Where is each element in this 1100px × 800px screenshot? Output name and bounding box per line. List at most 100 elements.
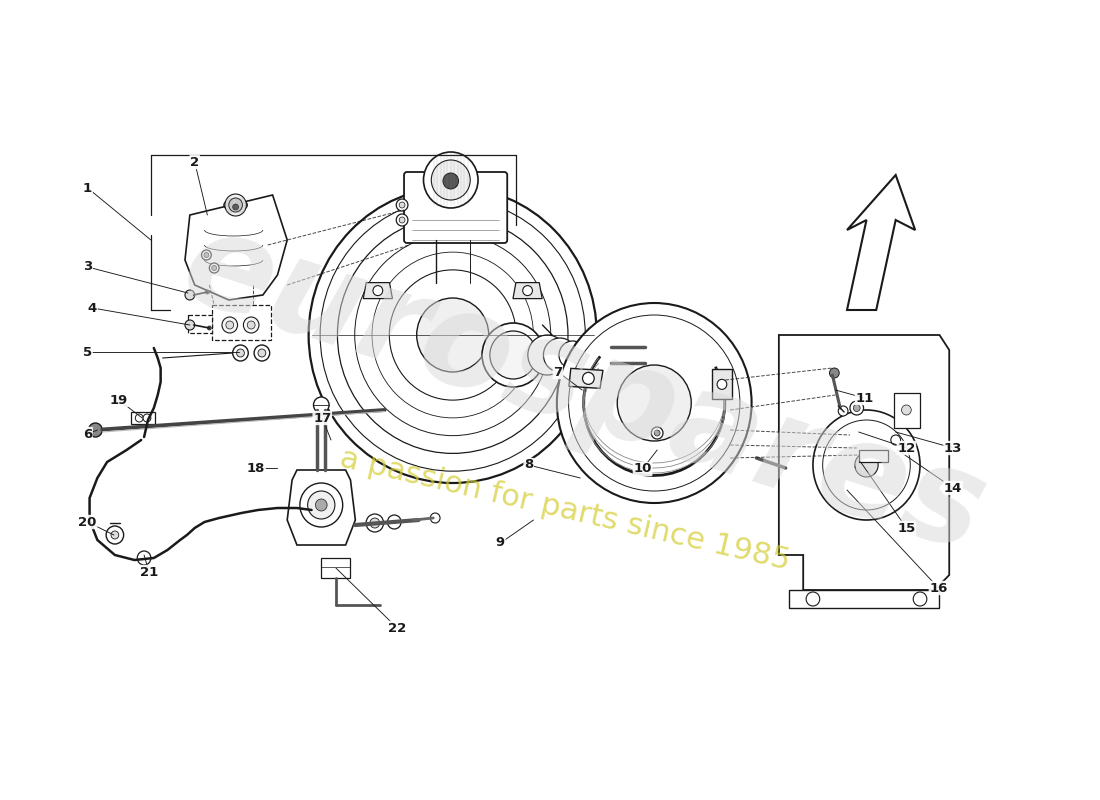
- Circle shape: [854, 405, 860, 411]
- Circle shape: [224, 194, 246, 216]
- Polygon shape: [185, 195, 287, 300]
- Circle shape: [559, 341, 586, 369]
- Circle shape: [396, 199, 408, 211]
- Circle shape: [528, 335, 566, 375]
- Circle shape: [902, 405, 911, 415]
- Circle shape: [185, 290, 195, 300]
- Circle shape: [443, 173, 459, 189]
- Circle shape: [522, 286, 532, 295]
- Circle shape: [490, 331, 537, 379]
- Circle shape: [543, 338, 576, 372]
- Circle shape: [396, 214, 408, 226]
- Circle shape: [254, 345, 270, 361]
- Circle shape: [574, 344, 596, 366]
- FancyBboxPatch shape: [404, 172, 507, 243]
- Circle shape: [233, 345, 249, 361]
- Polygon shape: [847, 175, 915, 310]
- Text: 7: 7: [553, 366, 562, 378]
- Circle shape: [373, 286, 383, 296]
- Circle shape: [913, 592, 927, 606]
- Text: 14: 14: [944, 482, 962, 494]
- Circle shape: [389, 270, 516, 400]
- Text: 20: 20: [78, 515, 97, 529]
- Circle shape: [850, 401, 864, 415]
- Circle shape: [143, 414, 151, 422]
- Text: 11: 11: [856, 391, 873, 405]
- Polygon shape: [321, 558, 351, 578]
- Circle shape: [829, 368, 839, 378]
- Circle shape: [431, 160, 470, 200]
- Circle shape: [212, 266, 217, 270]
- Circle shape: [320, 199, 585, 471]
- Polygon shape: [779, 335, 949, 590]
- Text: 17: 17: [314, 411, 331, 425]
- Polygon shape: [859, 450, 888, 462]
- Circle shape: [338, 217, 568, 454]
- Circle shape: [201, 250, 211, 260]
- Text: 10: 10: [634, 462, 651, 475]
- Circle shape: [430, 513, 440, 523]
- Text: 8: 8: [524, 458, 534, 471]
- Circle shape: [717, 379, 727, 390]
- Polygon shape: [513, 282, 542, 298]
- Bar: [188, 315, 212, 333]
- Polygon shape: [363, 282, 393, 298]
- Circle shape: [248, 321, 255, 329]
- Circle shape: [855, 453, 878, 477]
- Circle shape: [309, 187, 597, 483]
- Circle shape: [138, 551, 151, 565]
- Text: 1: 1: [84, 182, 92, 194]
- Bar: [789, 590, 939, 608]
- Circle shape: [366, 514, 384, 532]
- FancyBboxPatch shape: [212, 305, 271, 340]
- Circle shape: [236, 349, 244, 357]
- Circle shape: [209, 263, 219, 273]
- Circle shape: [372, 252, 534, 418]
- Circle shape: [233, 204, 239, 210]
- Circle shape: [779, 461, 792, 475]
- Circle shape: [258, 349, 266, 357]
- Polygon shape: [287, 470, 355, 545]
- Text: 5: 5: [84, 346, 92, 358]
- Text: 3: 3: [82, 261, 92, 274]
- Circle shape: [823, 420, 911, 510]
- Circle shape: [399, 202, 405, 208]
- Circle shape: [135, 414, 143, 422]
- Circle shape: [316, 499, 327, 511]
- Circle shape: [206, 290, 209, 294]
- Text: a passion for parts since 1985: a passion for parts since 1985: [337, 444, 793, 576]
- Circle shape: [557, 303, 751, 503]
- Text: 13: 13: [944, 442, 962, 454]
- Circle shape: [399, 217, 405, 223]
- Circle shape: [354, 234, 551, 436]
- Circle shape: [243, 317, 258, 333]
- Circle shape: [370, 518, 379, 528]
- Circle shape: [838, 406, 848, 416]
- Circle shape: [806, 592, 820, 606]
- Circle shape: [636, 346, 653, 364]
- Circle shape: [222, 317, 238, 333]
- Circle shape: [583, 372, 594, 384]
- Circle shape: [651, 427, 663, 439]
- Circle shape: [617, 365, 691, 441]
- Polygon shape: [569, 368, 603, 388]
- Circle shape: [226, 321, 233, 329]
- Text: 19: 19: [110, 394, 128, 406]
- Circle shape: [641, 351, 649, 359]
- Circle shape: [300, 483, 343, 527]
- Circle shape: [229, 198, 242, 212]
- Text: 16: 16: [930, 582, 948, 594]
- Text: 6: 6: [82, 427, 92, 441]
- Polygon shape: [712, 370, 732, 399]
- Circle shape: [654, 430, 660, 436]
- Circle shape: [891, 435, 901, 445]
- Text: 21: 21: [140, 566, 158, 578]
- Circle shape: [106, 526, 123, 544]
- Text: 2: 2: [190, 155, 199, 169]
- Circle shape: [314, 397, 329, 413]
- Polygon shape: [893, 393, 920, 428]
- Circle shape: [111, 531, 119, 539]
- Text: 9: 9: [496, 537, 505, 550]
- Circle shape: [813, 410, 920, 520]
- Polygon shape: [131, 412, 155, 424]
